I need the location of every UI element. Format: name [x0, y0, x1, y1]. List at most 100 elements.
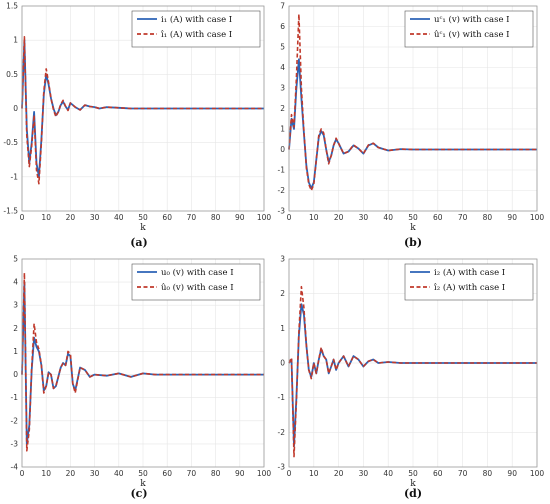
x-tick-label: 90 [507, 469, 517, 478]
legend: i₁ (A) with case I î₁ (A) with case I [131, 10, 261, 48]
x-tick-label: 100 [530, 469, 545, 478]
y-tick-label: 2 [280, 104, 285, 113]
x-tick-label: 10 [41, 213, 51, 222]
x-tick-label: 100 [257, 213, 272, 222]
legend-entry: i₁ (A) with case I [161, 14, 232, 25]
x-tick-label: 60 [433, 213, 443, 222]
legend-entry: uᶜ₁ (v) with case I [434, 14, 510, 25]
x-tick-label: 50 [138, 469, 148, 478]
y-tick-label: -3 [278, 207, 286, 216]
x-tick-label: 0 [287, 469, 292, 478]
x-tick-label: 0 [20, 213, 25, 222]
y-tick-label: -2 [278, 428, 286, 437]
panel-caption: (d) [404, 487, 422, 500]
x-tick-label: 80 [211, 469, 221, 478]
x-tick-label: 90 [507, 213, 517, 222]
x-tick-label: 0 [20, 469, 25, 478]
legend-entry: î₂ (A) with case I [434, 282, 505, 293]
x-tick-label: 40 [114, 469, 124, 478]
x-tick-label: 70 [187, 213, 197, 222]
x-axis-label: k [140, 479, 146, 489]
x-axis-label: k [410, 223, 416, 233]
panel-b: 0 10 20 30 40 50 60 70 80 90 10076543210-1-2-3uᶜ₁ … [278, 2, 545, 250]
x-tick-label: 10 [41, 469, 51, 478]
x-tick-label: 80 [483, 213, 493, 222]
x-tick-label: 80 [211, 213, 221, 222]
x-tick-label: 70 [458, 469, 468, 478]
x-tick-label: 90 [235, 213, 245, 222]
legend-entry: i₂ (A) with case I [434, 267, 505, 278]
x-tick-label: 40 [114, 213, 124, 222]
x-tick-label: 10 [309, 213, 319, 222]
panel-a: 0 10 20 30 40 50 60 70 80 90 100 1.5 1 0.5 0 -0.5 -1 -1.5… [3, 2, 271, 250]
y-tick-label: 6 [280, 22, 285, 31]
y-tick-label: 3 [13, 301, 18, 310]
x-tick-label: 20 [334, 213, 344, 222]
y-tick-label: 1 [13, 347, 18, 356]
legend-entry: ûᶜ₁ (v) with case I [434, 29, 510, 40]
y-tick-label: 5 [13, 255, 18, 264]
plot-frame [288, 258, 538, 468]
x-tick-label: 30 [359, 469, 369, 478]
estimate-series-line [21, 35, 264, 185]
legend-box [131, 263, 261, 301]
estimate-series-line [21, 272, 264, 452]
x-tick-label: 70 [187, 469, 197, 478]
y-tick-label: 4 [280, 63, 285, 72]
y-tick-label: -1 [278, 166, 286, 175]
y-tick-label: 1 [13, 36, 18, 45]
y-tick-label: -4 [11, 463, 19, 472]
legend-box [404, 10, 534, 48]
x-tick-label: 90 [235, 469, 245, 478]
x-tick-label: 20 [334, 469, 344, 478]
x-tick-label: 40 [383, 213, 393, 222]
x-tick-label: 30 [90, 213, 100, 222]
x-axis-label: k [410, 479, 416, 489]
legend-box [404, 263, 534, 301]
y-tick-label: -1.5 [3, 207, 18, 216]
x-tick-label: 60 [433, 469, 443, 478]
x-tick-label: 100 [530, 213, 545, 222]
plot-frame [21, 258, 265, 468]
x-tick-label: 40 [383, 469, 393, 478]
x-tick-label: 50 [138, 213, 148, 222]
y-tick-label: 3 [280, 84, 285, 93]
y-tick-label: -0.5 [3, 138, 18, 147]
y-tick-label: 1 [280, 324, 285, 333]
estimate-series-line [288, 285, 537, 458]
y-tick-label: 0 [13, 370, 18, 379]
panel-caption: (a) [130, 236, 148, 249]
plot-frame [21, 5, 265, 212]
y-tick-label: 0.5 [6, 70, 18, 79]
x-tick-label: 60 [162, 213, 172, 222]
y-tick-label: -2 [278, 186, 286, 195]
x-tick-label: 0 [287, 213, 292, 222]
y-tick-label: 1 [280, 125, 285, 134]
y-tick-label: 0 [280, 145, 285, 154]
x-tick-label: 50 [408, 213, 418, 222]
y-tick-label: 3 [280, 255, 285, 264]
y-tick-label: 7 [280, 2, 285, 11]
x-tick-label: 20 [66, 469, 76, 478]
y-tick-label: -1 [11, 393, 19, 402]
y-tick-label: 0 [13, 104, 18, 113]
y-tick-label: -1 [278, 393, 286, 402]
plot-frame [288, 5, 538, 212]
x-tick-label: 70 [458, 213, 468, 222]
x-tick-label: 50 [408, 469, 418, 478]
y-tick-label: 2 [13, 324, 18, 333]
legend: i₂ (A) with case I î₂ (A) with case I [404, 263, 534, 301]
x-tick-label: 30 [359, 213, 369, 222]
y-tick-label: 0 [280, 359, 285, 368]
y-tick-label: -3 [278, 463, 286, 472]
panel-caption: (b) [404, 236, 422, 249]
x-tick-label: 100 [257, 469, 272, 478]
legend-entry: u₀ (v) with case I [161, 267, 234, 278]
estimate-series-line [288, 13, 537, 192]
x-tick-label: 30 [90, 469, 100, 478]
panel-caption: (c) [130, 487, 147, 500]
x-tick-label: 20 [66, 213, 76, 222]
